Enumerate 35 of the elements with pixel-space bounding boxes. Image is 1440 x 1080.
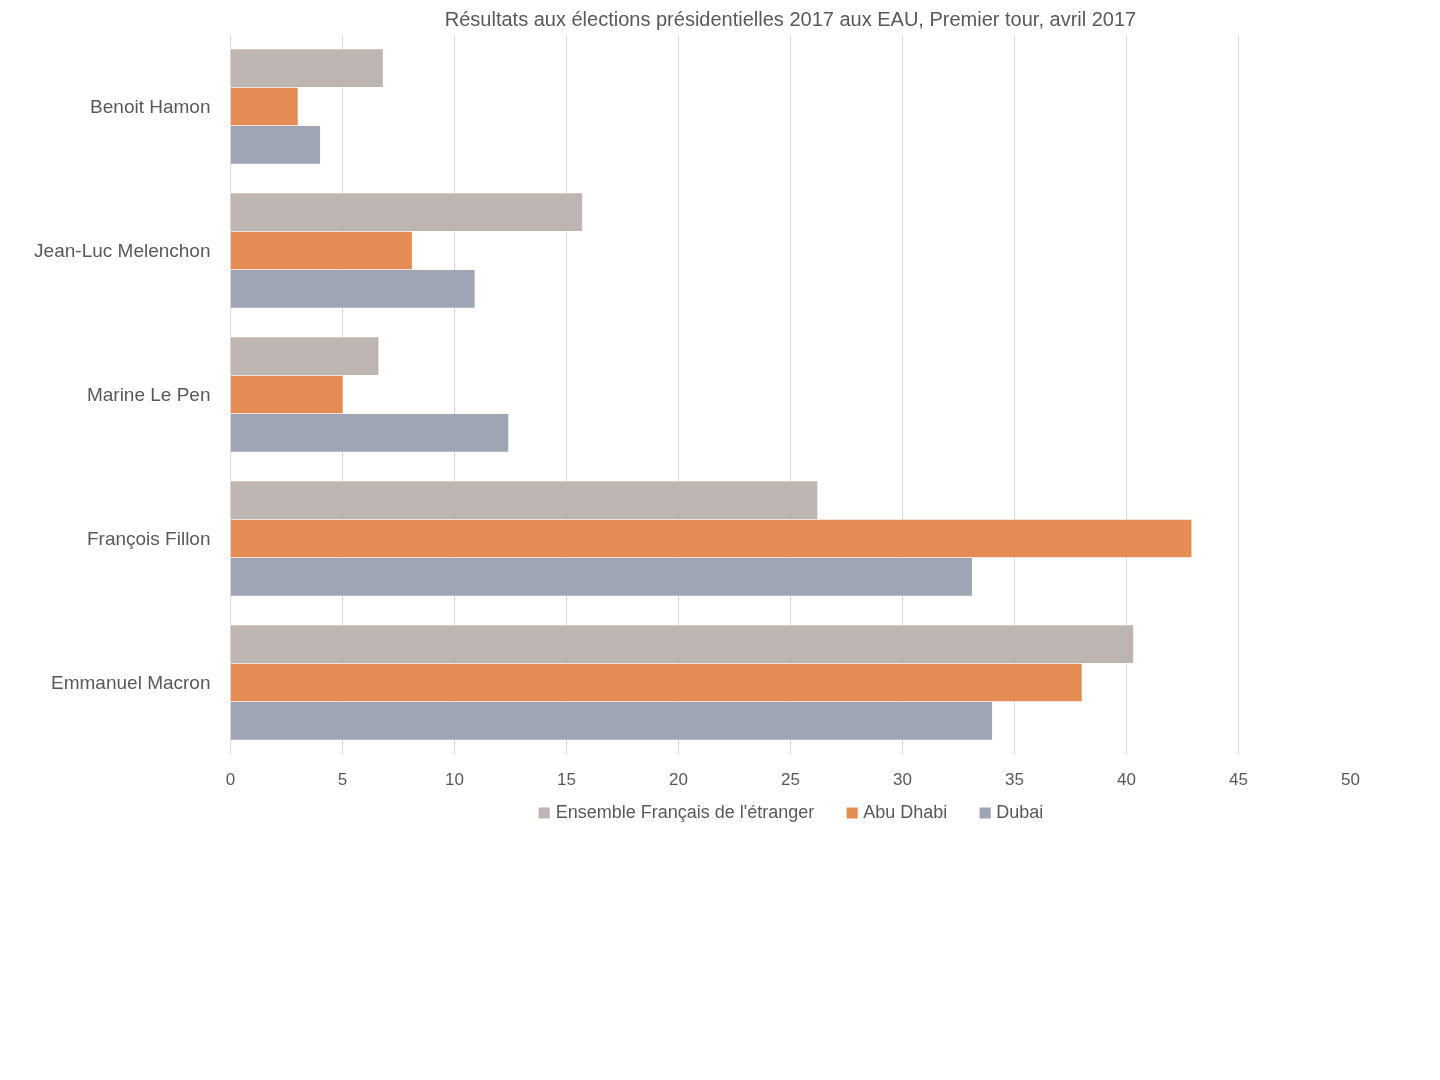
legend-label: Dubai [996,801,1044,823]
bar [230,558,972,596]
bar [230,270,475,308]
x-tick-label: 0 [225,769,236,789]
y-tick-label: Marine Le Pen [86,384,211,405]
bar [230,625,1134,663]
y-tick-label: Benoit Hamon [90,96,211,117]
bar [230,414,509,452]
x-tick-label: 50 [1341,769,1360,789]
bar [230,337,379,375]
y-tick-label: Jean-Luc Melenchon [34,240,211,261]
bar [230,87,298,126]
chart-title: Résultats aux élections présidentielles 2017 aux EAU, Premier tour, avril 2017 [444,7,1137,30]
x-tick-label: 10 [445,769,464,789]
bar [230,481,818,519]
x-tick-label: 30 [893,769,912,789]
bar [230,231,412,270]
y-tick-label: François Fillon [86,528,211,549]
x-tick-label: 35 [1005,769,1024,789]
bar [230,702,993,740]
bar [230,49,383,87]
legend-label: Abu Dhabi [863,801,948,823]
bar [230,126,321,164]
x-tick-label: 40 [1117,769,1136,789]
legend-label: Ensemble Français de l'étranger [555,801,815,823]
bar [230,193,583,231]
bar [230,519,1192,558]
y-tick-label: Emmanuel Macron [51,672,211,693]
x-tick-label: 5 [337,769,348,789]
x-tick-label: 25 [781,769,800,789]
x-tick-label: 45 [1229,769,1248,789]
x-tick-label: 15 [557,769,576,789]
bar [230,663,1082,702]
bar [230,375,343,414]
x-tick-label: 20 [669,769,688,789]
